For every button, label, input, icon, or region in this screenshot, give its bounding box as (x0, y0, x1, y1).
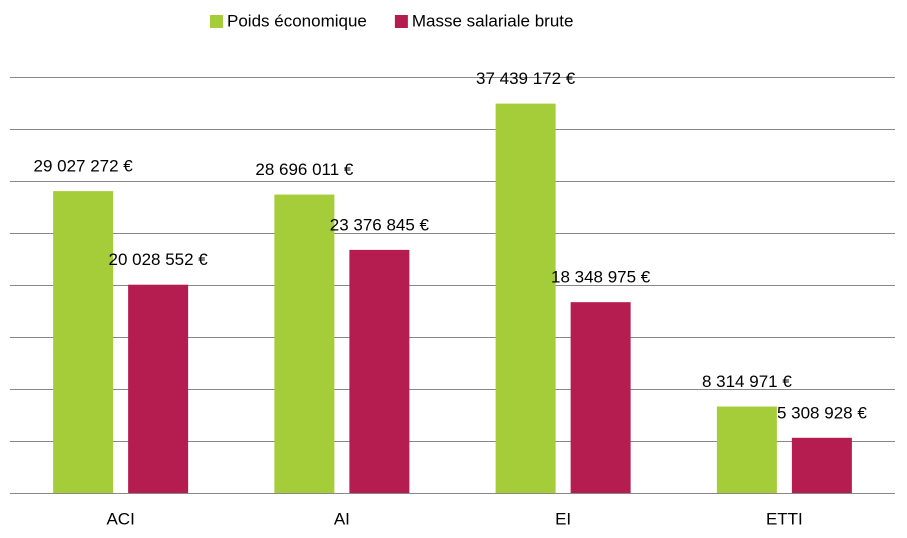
data-label: 37 439 172 € (476, 69, 576, 88)
x-tick-label: AI (334, 509, 350, 528)
bar (274, 194, 335, 493)
x-tick-label: ETTI (766, 509, 803, 528)
bar (495, 103, 556, 493)
bar (128, 284, 189, 493)
legend-swatch (394, 15, 408, 28)
legend-swatch (210, 15, 223, 28)
data-label: 29 027 272 € (33, 157, 133, 176)
x-tick-label: ACI (106, 509, 134, 528)
data-label: 20 028 552 € (108, 250, 208, 269)
bar (53, 191, 114, 493)
data-label: 23 376 845 € (330, 215, 430, 234)
legend-label: Masse salariale brute (412, 11, 574, 30)
bar (570, 302, 631, 493)
bar (349, 249, 410, 493)
bar (791, 437, 852, 493)
legend-label: Poids économique (227, 11, 367, 30)
data-label: 8 314 971 € (702, 372, 792, 391)
data-label: 28 696 011 € (255, 160, 354, 179)
x-tick-label: EI (555, 509, 571, 528)
data-label: 18 348 975 € (551, 268, 651, 287)
bar (716, 406, 777, 493)
data-label: 5 308 928 € (777, 403, 867, 422)
